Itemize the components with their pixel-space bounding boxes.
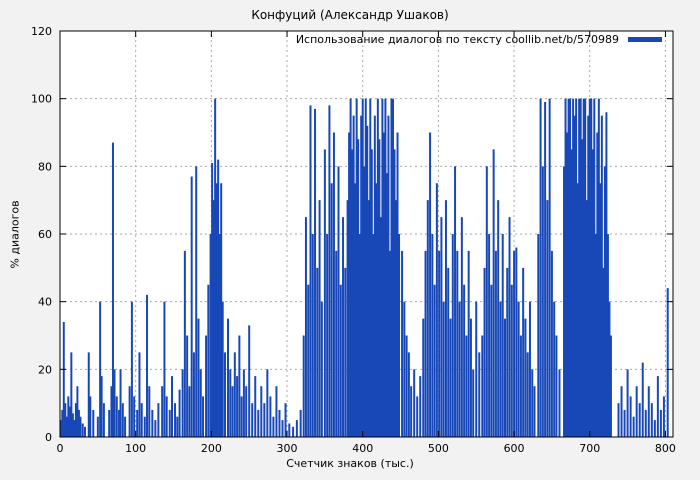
svg-text:300: 300 [277, 442, 298, 455]
svg-text:20: 20 [38, 363, 52, 376]
legend: Использование диалогов по тексту coollib… [296, 33, 662, 46]
svg-text:100: 100 [125, 442, 146, 455]
svg-text:40: 40 [38, 296, 52, 309]
legend-swatch [628, 37, 662, 42]
svg-text:400: 400 [352, 442, 373, 455]
x-axis-label: Счетчик знаков (тыс.) [286, 457, 414, 470]
svg-text:60: 60 [38, 228, 52, 241]
svg-text:120: 120 [31, 25, 52, 38]
svg-text:100: 100 [31, 93, 52, 106]
svg-text:700: 700 [579, 442, 600, 455]
svg-text:600: 600 [504, 442, 525, 455]
svg-text:0: 0 [45, 431, 52, 444]
svg-text:80: 80 [38, 160, 52, 173]
svg-text:800: 800 [655, 442, 676, 455]
chart-title: Конфуций (Александр Ушаков) [251, 8, 449, 22]
svg-text:500: 500 [428, 442, 449, 455]
svg-text:200: 200 [201, 442, 222, 455]
legend-label: Использование диалогов по тексту coollib… [295, 33, 619, 46]
y-axis-label: % диалогов [8, 200, 22, 269]
svg-text:0: 0 [57, 442, 64, 455]
